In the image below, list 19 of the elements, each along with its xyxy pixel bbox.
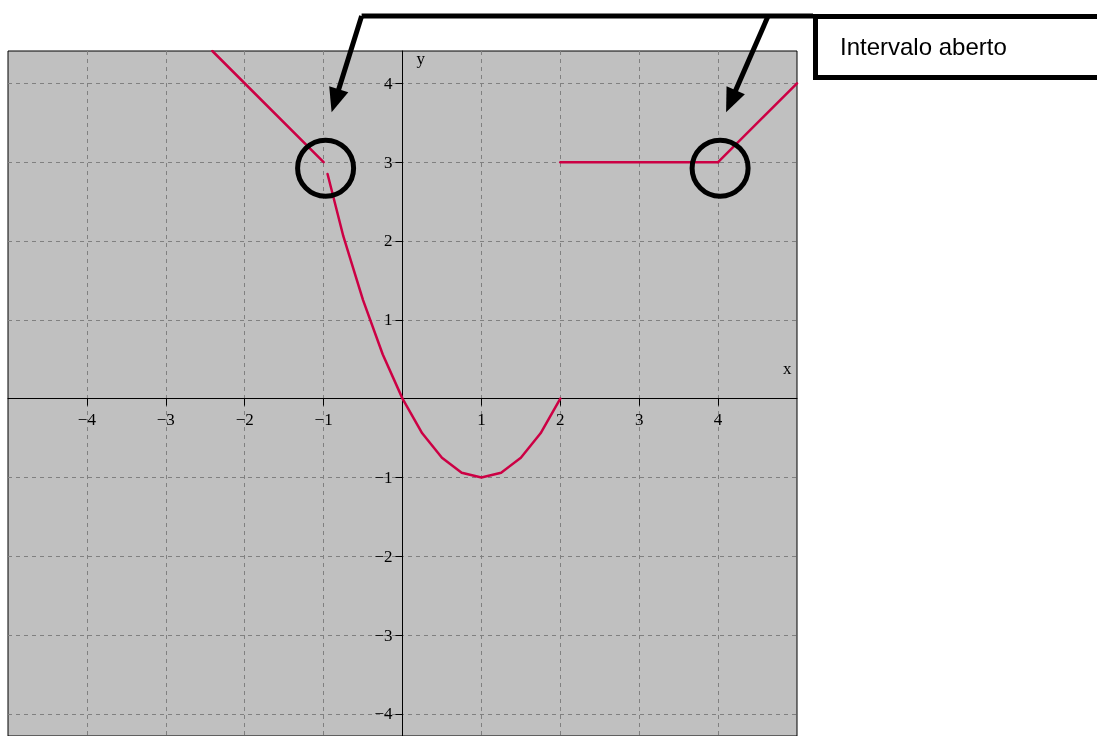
x-axis-title: x <box>783 358 792 378</box>
y-tick-label: 2 <box>384 231 393 251</box>
x-tick-label: −4 <box>77 409 97 429</box>
y-tick-label: −1 <box>374 467 393 487</box>
x-tick-label: 4 <box>713 409 723 429</box>
x-tick-label: −3 <box>156 409 175 429</box>
x-tick-label: −1 <box>314 409 333 429</box>
text: Intervalo aberto <box>813 14 1097 80</box>
x-tick-label: 2 <box>556 409 565 429</box>
y-tick-label: 3 <box>384 152 393 172</box>
y-tick-label: −2 <box>374 546 393 566</box>
x-tick-label: 1 <box>477 409 486 429</box>
x-tick-label: −2 <box>235 409 254 429</box>
y-axis-title: y <box>416 49 426 68</box>
x-tick-label: 3 <box>634 409 644 429</box>
y-tick-label: 1 <box>384 310 393 330</box>
y-tick-label: −4 <box>374 704 393 724</box>
y-tick-label: 4 <box>384 73 393 93</box>
y-tick-label: −3 <box>374 625 393 645</box>
